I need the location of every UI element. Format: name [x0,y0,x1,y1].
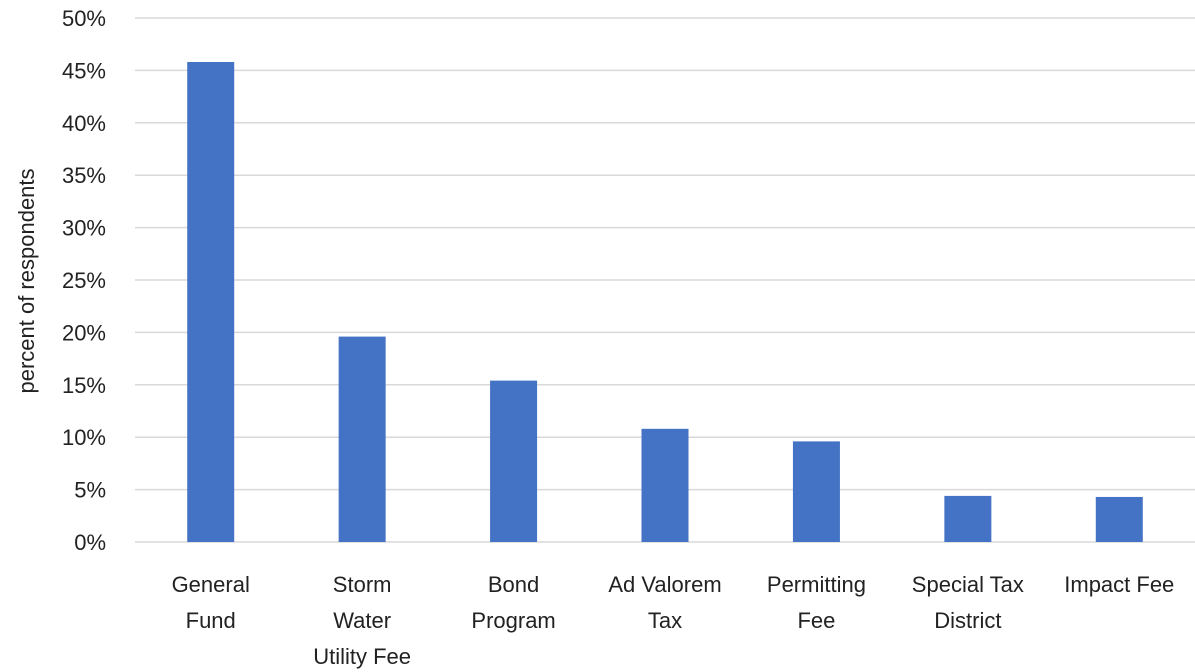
bar [944,495,992,542]
x-category-label: Permitting Fee [767,572,866,633]
y-tick-label: 35% [62,163,106,188]
y-tick-label: 20% [62,320,106,345]
x-category-label-line: Special Tax [912,572,1024,597]
bar [187,62,235,543]
y-axis-title: percent of respondents [14,168,39,393]
x-category-label: Impact Fee [1064,572,1174,597]
x-category-label-line: Permitting [767,572,866,597]
x-category-label: Storm Water Utility Fee [313,572,411,669]
y-tick-label: 10% [62,425,106,450]
y-tick-label: 45% [62,58,106,83]
x-category-label-line: District [934,608,1001,633]
bar [792,441,840,542]
y-tick-label: 5% [74,478,106,503]
x-category-label: Ad Valorem Tax [608,572,721,633]
x-category-label-line: Impact Fee [1064,572,1174,597]
x-axis-labels: General Fund Storm Water Utility Fee Bond Prog… [172,572,1175,669]
x-category-label-line: Ad Valorem [608,572,721,597]
y-tick-label: 0% [74,530,106,555]
bars [187,62,1143,543]
x-category-label-line: General [172,572,250,597]
x-category-label-line: Tax [648,608,682,633]
x-category-label: Special Tax District [912,572,1024,633]
gridlines [135,17,1195,543]
y-tick-label: 15% [62,373,106,398]
x-category-label-line: Program [471,608,555,633]
x-category-label: Bond Program [471,572,555,633]
x-category-label-line: Fee [797,608,835,633]
x-category-label-line: Utility Fee [313,644,411,669]
x-category-label-line: Water [333,608,391,633]
x-category-label-line: Fund [186,608,236,633]
y-tick-label: 25% [62,268,106,293]
y-tick-label: 40% [62,111,106,136]
bar [1095,496,1143,542]
x-category-label-line: Bond [488,572,539,597]
x-category-label: General Fund [172,572,250,633]
y-tick-label: 30% [62,216,106,241]
y-axis-ticks: 0% 5% 10% 15% 20% 25% 30% 35% 40% 45% 50% [62,6,106,555]
y-tick-label: 50% [62,6,106,31]
bar [338,336,386,542]
x-category-label-line: Storm [333,572,392,597]
bar [490,380,538,542]
bar [641,428,689,542]
